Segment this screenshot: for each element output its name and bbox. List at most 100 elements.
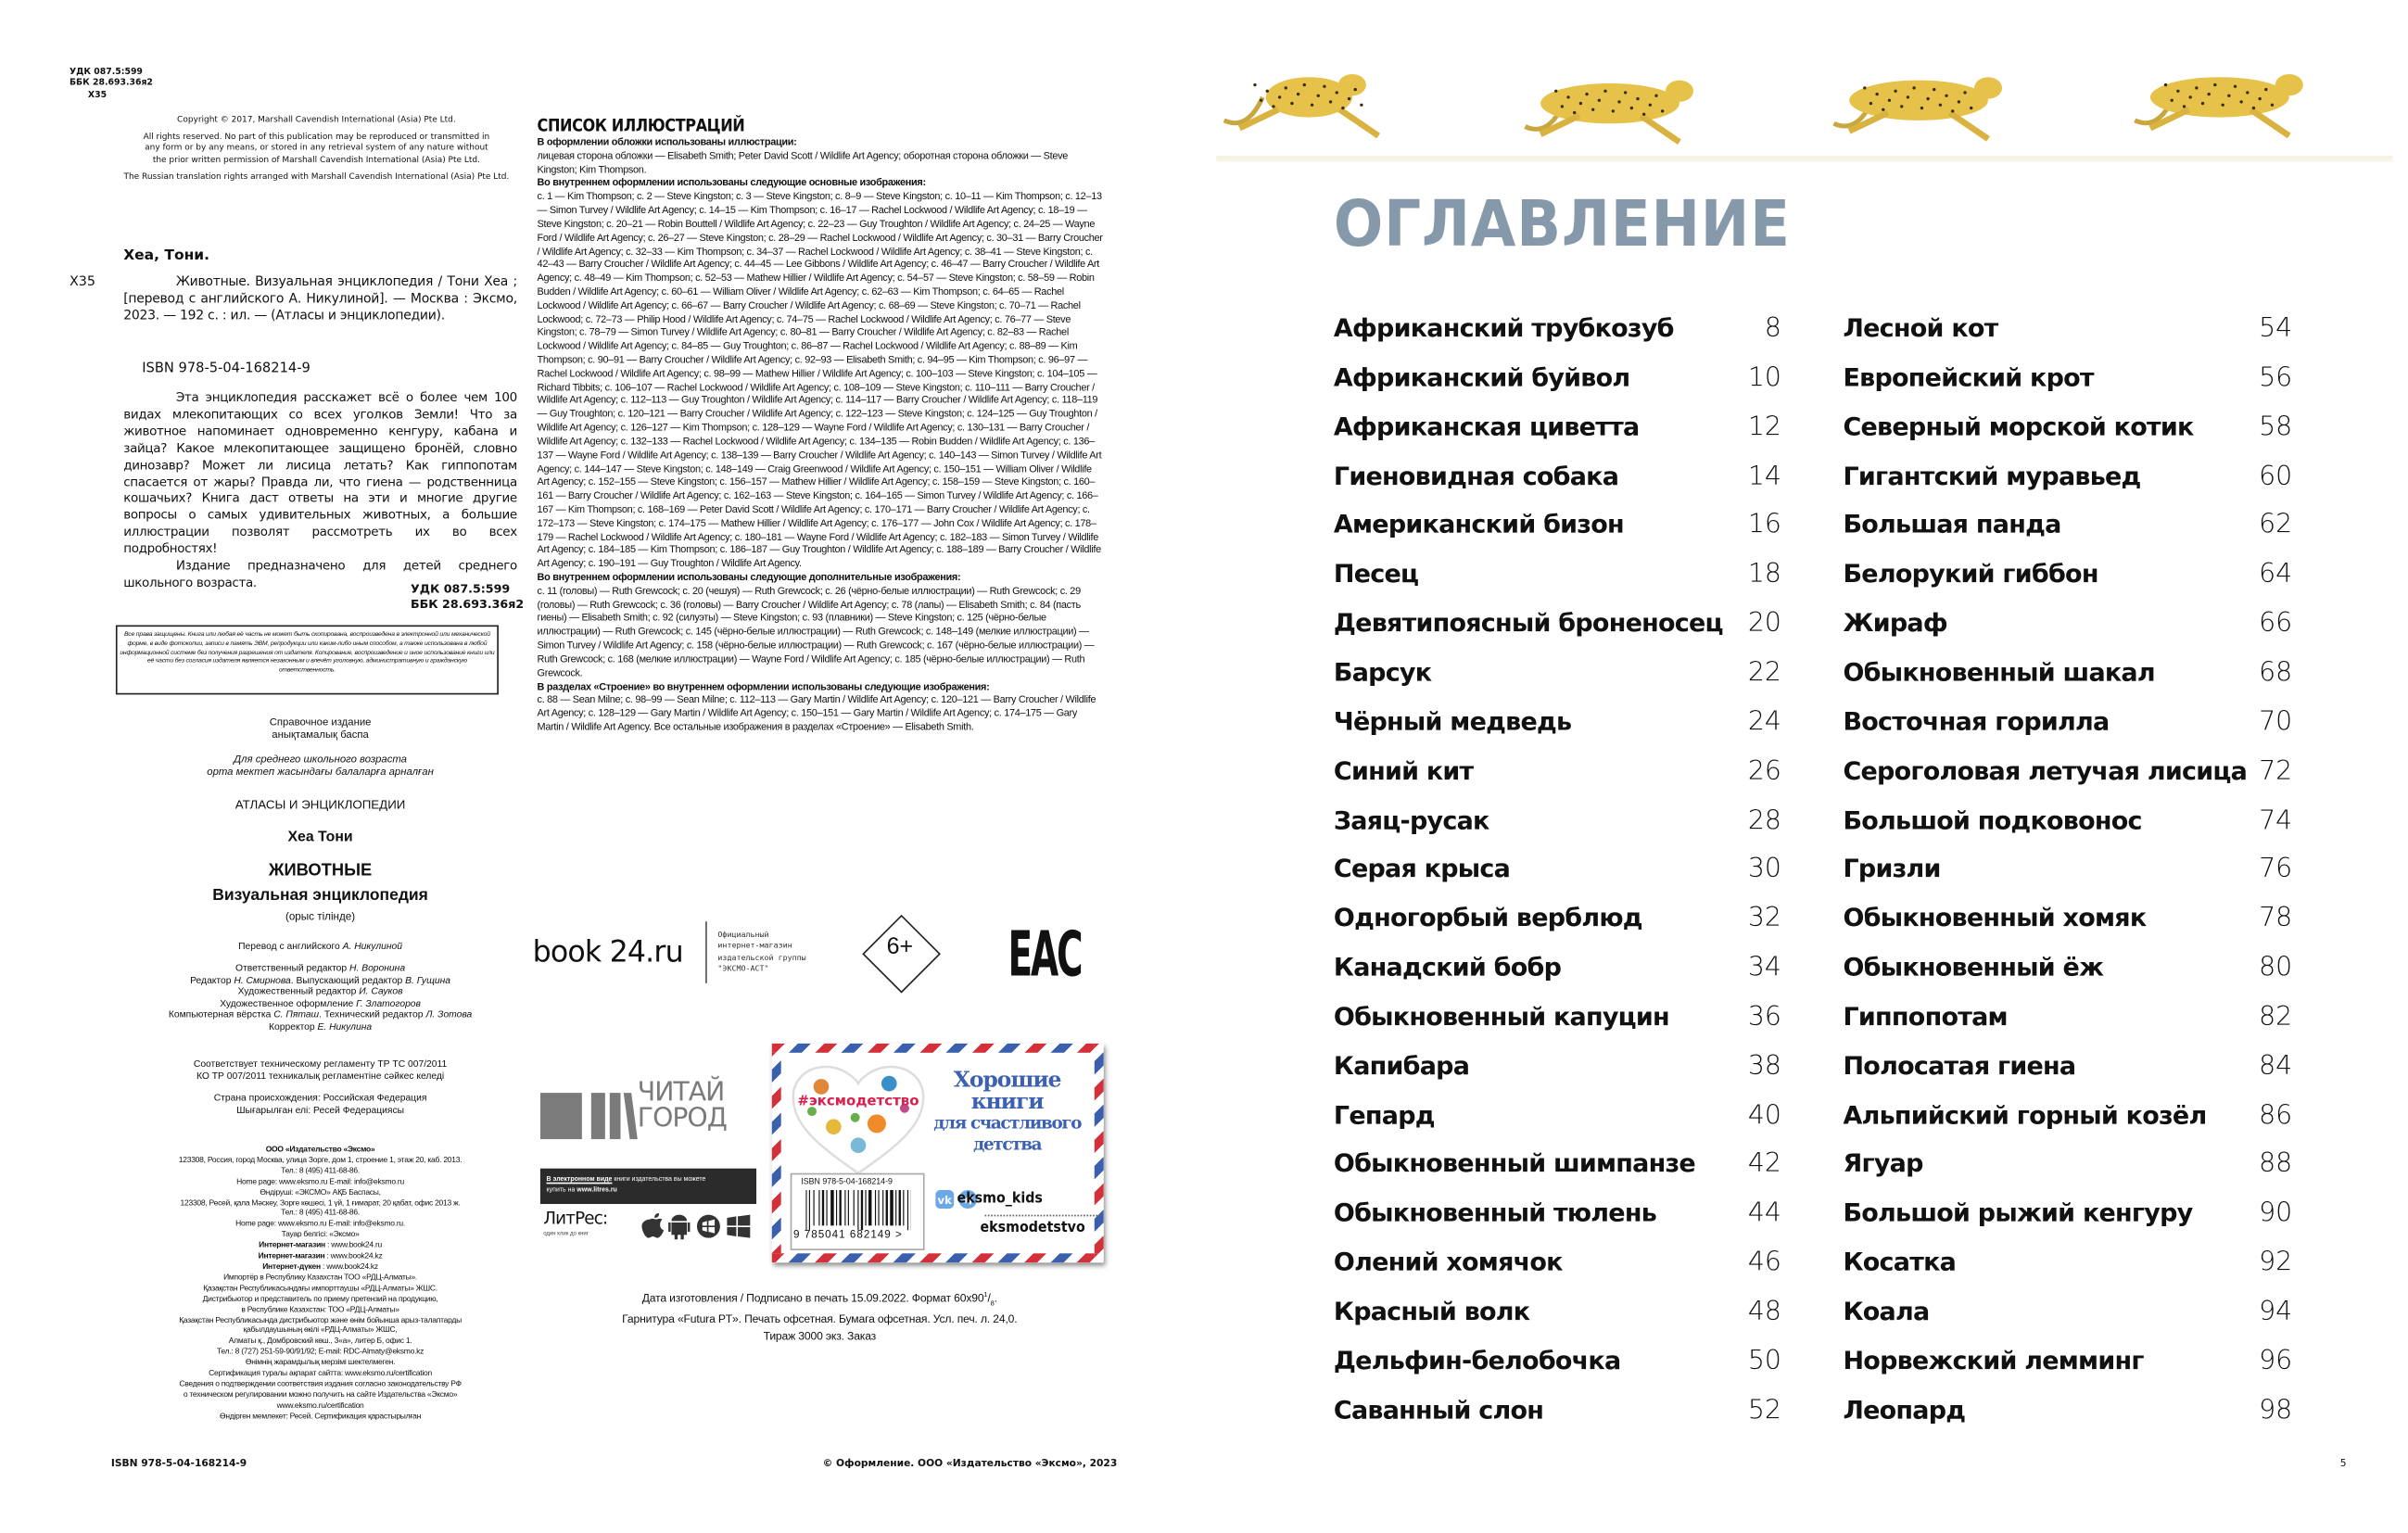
language-note: (орыс тілінде) [285, 912, 356, 923]
toc-item-title: Африканский трубкозуб [1333, 313, 1675, 343]
format-denominator: 8 [990, 1299, 995, 1308]
toc-item-title: Африканский буйвол [1333, 362, 1630, 392]
address-line: Қазақстан Республикасында дистрибьютор ж… [123, 1316, 517, 1327]
credit-name: Г. Златогоров [356, 998, 421, 1009]
toc-item-page: 28 [1747, 805, 1781, 836]
address-text: Өнімнің жарамдылық мерзімі шектелмеген. [245, 1358, 396, 1368]
credit-line: Художественный редактор И. Сауков [123, 987, 517, 999]
toc-item-page: 30 [1747, 854, 1781, 885]
author-name: Хеа Тони [287, 829, 353, 846]
illustrations-list: В оформлении обложки использованы иллюст… [538, 137, 1106, 736]
toc-item-page: 64 [2259, 559, 2293, 590]
address-text: Қазақстан Республикасындағы импорттаушы … [203, 1284, 437, 1294]
heart-illustration-icon: #эксмодетство [792, 1065, 925, 1175]
address-text: www.eksmo.ru/certification [276, 1400, 364, 1411]
illustration-section: Во внутреннем оформлении использованы сл… [538, 178, 1106, 573]
address-text: Дистрибьютор и представитель по приему п… [202, 1294, 438, 1304]
address-line: Тел.: 8 (727) 251-59-90/91/92; E-mail: R… [123, 1348, 517, 1359]
editorial-credits: Ответственный редактор Н. Воронина Редакт… [123, 963, 517, 1033]
barcode-bar [868, 1190, 872, 1226]
android-icon [668, 1214, 691, 1240]
toc-item-page: 10 [1747, 362, 1781, 394]
toc-item-page: 48 [1747, 1296, 1781, 1328]
toc-item-title: Косатка [1843, 1247, 1957, 1277]
toc-item-page: 98 [2259, 1395, 2293, 1426]
address-text: Алматы қ., Домбровский көш., 3«а», литер… [228, 1337, 412, 1347]
toc-item-title: Серая крыса [1333, 854, 1511, 884]
edition-type-ru: Справочное издание [269, 717, 372, 729]
toc-item-page: 50 [1747, 1345, 1781, 1377]
toc-item-title: Коала [1843, 1296, 1930, 1326]
address-line: 123308, Ресей, қала Мәскеу, Зорге көшесі… [123, 1198, 517, 1210]
toc-item-page: 14 [1747, 461, 1781, 492]
udk-top: УДК 087.5:599 ББК 28.693.36я2 Х35 [70, 68, 153, 102]
barcode-bar [821, 1190, 825, 1226]
toc-item-page: 24 [1747, 706, 1781, 738]
barcode-bar [835, 1190, 838, 1226]
barcode-bar [885, 1190, 888, 1226]
barcode-bar [874, 1190, 877, 1226]
address-text: Өндіруші: «ЭКСМО» АҚБ Баспасы, [260, 1187, 381, 1197]
section-heading: Во внутреннем оформлении использованы сл… [537, 178, 927, 189]
address-text: Сведения о подтверждении соответствия из… [179, 1379, 462, 1389]
toc-item-page: 68 [2259, 657, 2293, 689]
format-numerator: 1 [983, 1290, 988, 1299]
address-bold: Интернет-магазин [259, 1241, 325, 1251]
toc-title: ОГЛАВЛЕНИЕ [1333, 186, 1791, 261]
rights-notice-box: Все права защищены. Книга или любая её ч… [115, 625, 499, 695]
credit-line: Редактор Н. Смирнова. Выпускающий редакт… [123, 975, 517, 987]
illustration-section: В разделах «Строение» во внутреннем офор… [538, 681, 1106, 736]
credit-name: Л. Зотова [425, 1009, 473, 1021]
caption-line: Официальный [717, 931, 769, 941]
toc-item-page: 56 [2259, 362, 2293, 394]
address-line: Интернет-дүкен : www.book24.kz [123, 1262, 517, 1273]
litres-banner: В электронном виде книги издательства вы… [539, 1168, 757, 1205]
page-number: 5 [2339, 1457, 2347, 1470]
print-line: Тираж 3000 экз. Заказ [763, 1328, 877, 1343]
toc-item-title: Дельфин-белобочка [1333, 1345, 1621, 1375]
address-line: о техническом регулировании можно получи… [123, 1390, 517, 1401]
toc-item-title: Саванный слон [1333, 1395, 1544, 1425]
audience-kz: орта мектеп жасындағы балаларға арналған [207, 767, 434, 779]
toc-item-page: 34 [1747, 952, 1781, 983]
address-line: Сведения о подтверждении соответствия из… [123, 1380, 517, 1391]
rights-reserved: All rights reserved. No part of this pub… [143, 133, 490, 165]
bibliographic-record: Животные. Визуальная энциклопедия / Тони… [123, 272, 517, 323]
toc-item-title: Гиеновидная собака [1333, 461, 1619, 490]
cheetah-illustration-icon [1223, 73, 2303, 145]
address-text: в Республике Казахстан: ТОО «РДЦ-Алматы» [241, 1305, 399, 1315]
toc-item-page: 92 [2259, 1247, 2293, 1279]
address-line: Тауар белгісі: «Эксмо» [123, 1231, 517, 1242]
isbn: ISBN 978-5-04-168214-9 [142, 361, 311, 377]
barcode-bar [895, 1190, 897, 1226]
toc-item-title: Европейский крот [1843, 362, 2094, 392]
address-line: қабылдаушының өкілі «РДЦ-Алматы» ЖШС, [123, 1326, 517, 1337]
barcode-bar [818, 1190, 820, 1226]
address-text: 123308, Ресей, қала Мәскеу, Зорге көшесі… [180, 1198, 461, 1209]
toc-item-title: Девятипоясный броненосец [1333, 608, 1724, 638]
regulation-ru: Соответствует техническому регламенту ТР… [193, 1058, 448, 1071]
toc-item-page: 82 [2259, 1001, 2293, 1033]
toc-item-title: Африканская циветта [1333, 412, 1640, 441]
address-line: Импортёр в Республику Казахстан ТОО «РДЦ… [123, 1273, 517, 1285]
toc-item-page: 60 [2259, 461, 2293, 492]
credit-line: Компьютерная вёрстка С. Пяташ. Техническ… [123, 1010, 517, 1022]
translator-label: Перевод с английского [238, 941, 340, 953]
credit-line: Художественное оформление Г. Златогоров [123, 998, 517, 1010]
toc-item-page: 88 [2259, 1148, 2293, 1181]
credit-role: Художественное оформление [220, 998, 357, 1009]
toc-item-title: Обыкновенный хомяк [1843, 903, 2147, 933]
section-heading: Во внутреннем оформлении использованы сл… [537, 572, 961, 584]
annotation-paragraph: Эта энциклопедия расскажет всё о более ч… [123, 388, 517, 556]
caption-line: интернет-магазин [717, 942, 792, 952]
credit-role: Редактор [190, 974, 234, 986]
toc-item-page: 22 [1747, 657, 1781, 689]
toc-item-page: 80 [2259, 952, 2293, 983]
address-text: 123308, Россия, город Москва, улица Зорг… [178, 1156, 463, 1166]
credit-role: Корректор [269, 1021, 318, 1033]
toc-item-page: 96 [2259, 1345, 2293, 1377]
toc-item-page: 18 [1747, 559, 1781, 590]
annotation-paragraph: Издание предназначено для детей среднего… [123, 557, 517, 590]
litres-url: www.litres.ru [577, 1185, 617, 1194]
